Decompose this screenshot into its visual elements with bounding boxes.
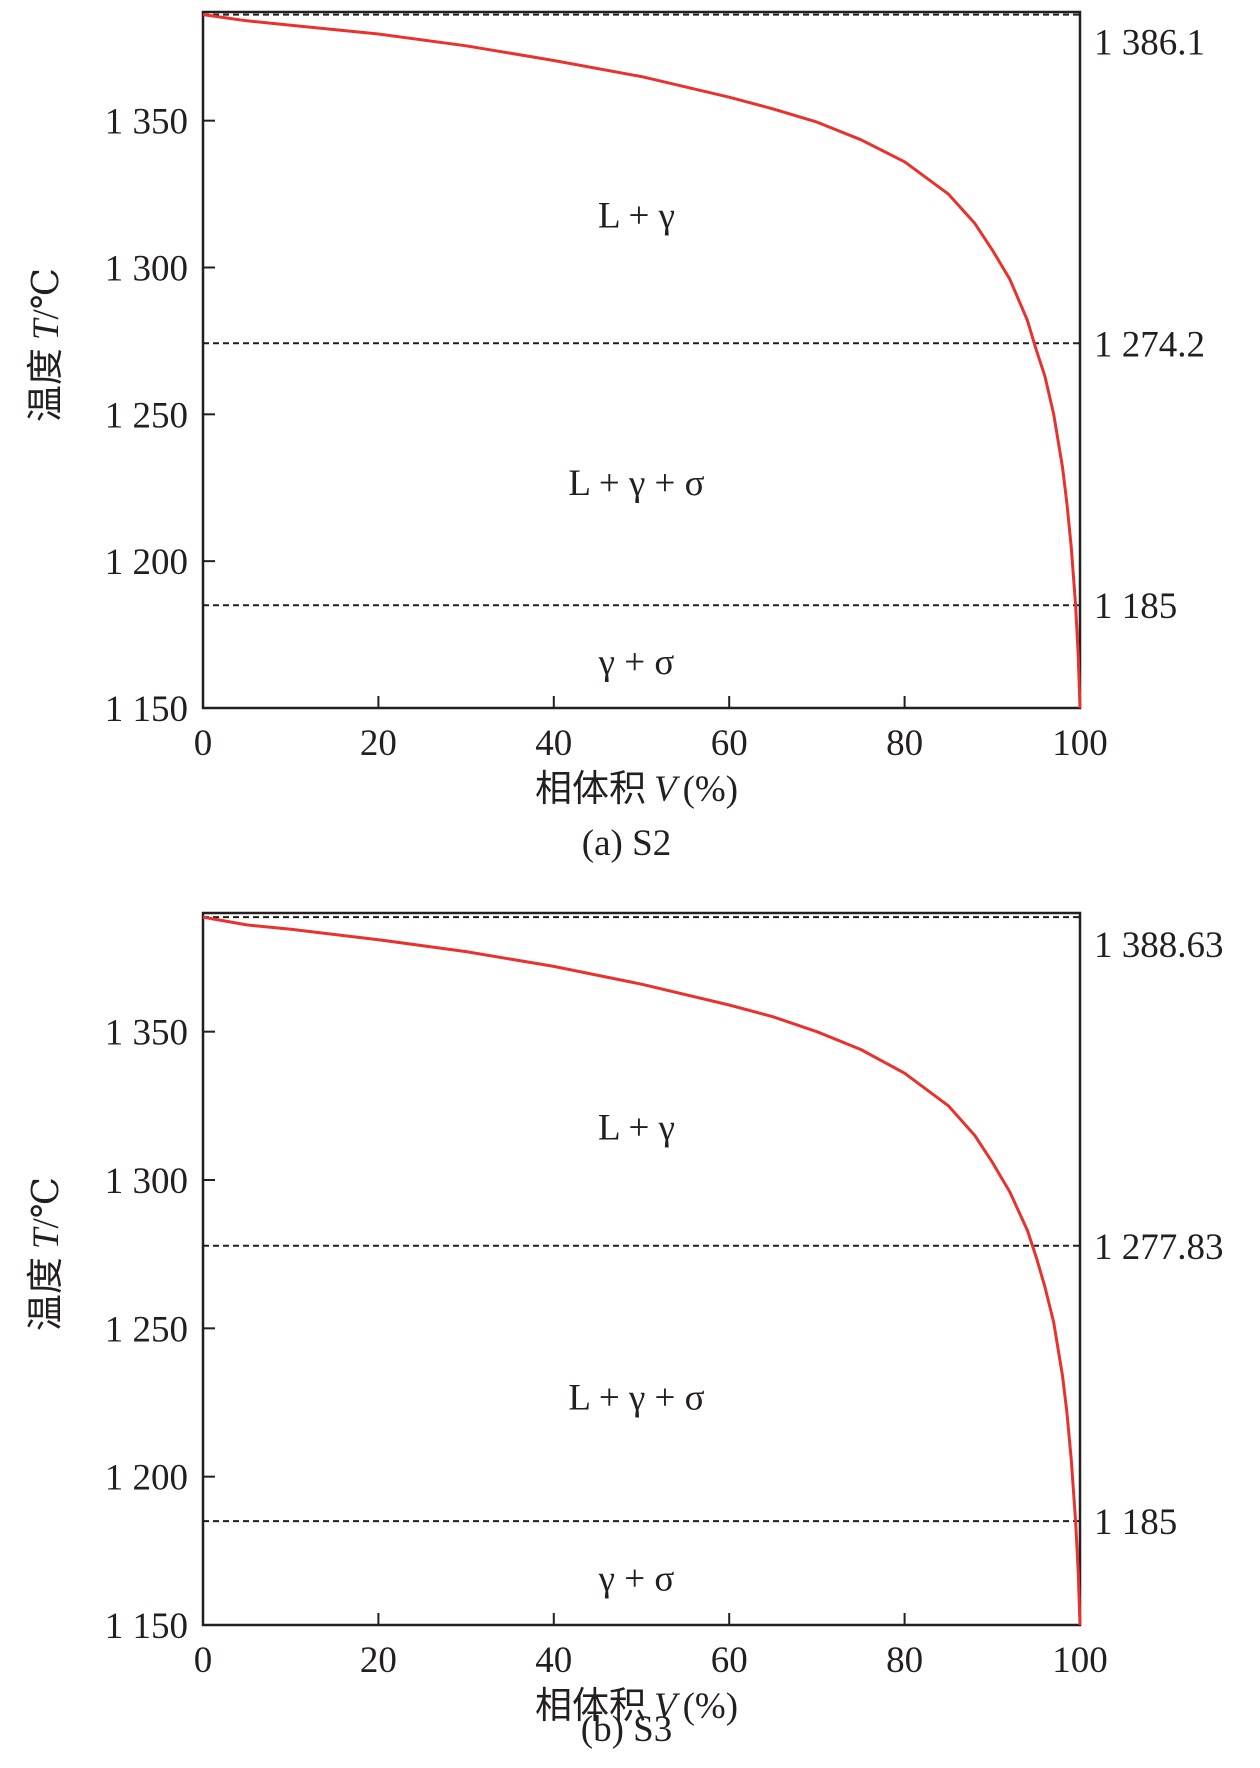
reference-line-label: 1 388.63 <box>1094 925 1224 966</box>
phase-fraction-chart-s2: 0 20 40 60 80 100 1 150 1 200 1 250 1 300 1 350 1 3… <box>25 10 1205 864</box>
x-axis-title-symbol: V <box>654 769 681 810</box>
plot-frame <box>201 911 1082 1627</box>
reference-line-label: 1 277.83 <box>1094 1227 1224 1268</box>
x-axis-title-unit: (%) <box>683 1686 738 1727</box>
y-tick-label: 1 150 <box>105 1606 188 1647</box>
y-axis-title-unit: /℃ <box>26 268 67 320</box>
x-tick-label: 40 <box>535 1640 572 1681</box>
x-tick-label: 0 <box>194 1640 213 1681</box>
phase-region-label: γ + σ <box>598 642 675 683</box>
x-axis-title: 相体积 V (%) <box>535 769 738 810</box>
reference-line-label: 1 185 <box>1094 1502 1177 1543</box>
solidification-curve <box>202 13 1082 709</box>
figure-caption: (a) S2 <box>582 823 671 864</box>
y-tick-label: 1 250 <box>105 395 188 436</box>
phase-region-label: L + γ + σ <box>568 463 704 504</box>
figure-caption: (b) S3 <box>581 1709 672 1750</box>
y-tick-label: 1 200 <box>105 542 188 583</box>
x-axis-title-text: 相体积 <box>535 769 646 810</box>
y-tick-label: 1 250 <box>105 1309 188 1350</box>
x-tick-label: 20 <box>360 1640 397 1681</box>
reference-line-label: 1 185 <box>1094 586 1177 627</box>
y-axis-title-unit: /℃ <box>26 1177 67 1229</box>
y-tick-label: 1 350 <box>105 102 188 143</box>
y-axis-title-symbol: T <box>26 317 67 340</box>
x-tick-label: 60 <box>711 723 748 764</box>
x-tick-label: 100 <box>1052 1640 1108 1681</box>
x-tick-label: 60 <box>711 1640 748 1681</box>
y-tick-label: 1 300 <box>105 248 188 289</box>
x-tick-label: 80 <box>886 1640 923 1681</box>
reference-line-label: 1 386.1 <box>1094 23 1205 64</box>
x-tick-label: 80 <box>886 723 923 764</box>
chart-panel-s2: 0 20 40 60 80 100 1 150 1 200 1 250 1 300 1 350 1 3… <box>25 10 1205 864</box>
x-axis-title-symbol: V <box>654 1686 681 1727</box>
phase-region-label: L + γ <box>598 1108 675 1149</box>
y-tick-label: 1 300 <box>105 1161 188 1202</box>
reference-line-label: 1 274.2 <box>1094 324 1205 365</box>
y-axis-title-symbol: T <box>26 1226 67 1249</box>
phase-region-label: L + γ <box>598 196 675 237</box>
y-axis-title: 温度 T/℃ <box>25 1177 67 1331</box>
x-axis-title: 相体积 V (%) <box>535 1686 738 1727</box>
x-tick-label: 100 <box>1052 723 1108 764</box>
x-tick-label: 40 <box>535 723 572 764</box>
x-axis-title-text: 相体积 <box>535 1686 646 1727</box>
y-axis-title-text: 温度 <box>25 348 67 422</box>
phase-region-label: γ + σ <box>598 1559 675 1600</box>
y-tick-label: 1 200 <box>105 1458 188 1499</box>
chart-panel-s3: 0 20 40 60 80 100 1 150 1 200 1 250 1 300 1 350 1 3… <box>0 884 1260 1768</box>
y-axis-title-text: 温度 <box>25 1257 67 1331</box>
x-axis-title-unit: (%) <box>683 769 738 810</box>
y-tick-label: 1 150 <box>105 689 188 730</box>
plot-frame <box>201 10 1082 710</box>
phase-region-label: L + γ + σ <box>568 1378 704 1419</box>
y-axis-title: 温度 T/℃ <box>25 268 67 422</box>
x-tick-label: 20 <box>360 723 397 764</box>
phase-fraction-chart-s3: 0 20 40 60 80 100 1 150 1 200 1 250 1 300 1 350 1 3… <box>25 911 1224 1750</box>
x-tick-label: 0 <box>194 723 213 764</box>
y-tick-label: 1 350 <box>105 1013 188 1054</box>
solidification-curve <box>202 915 1082 1626</box>
